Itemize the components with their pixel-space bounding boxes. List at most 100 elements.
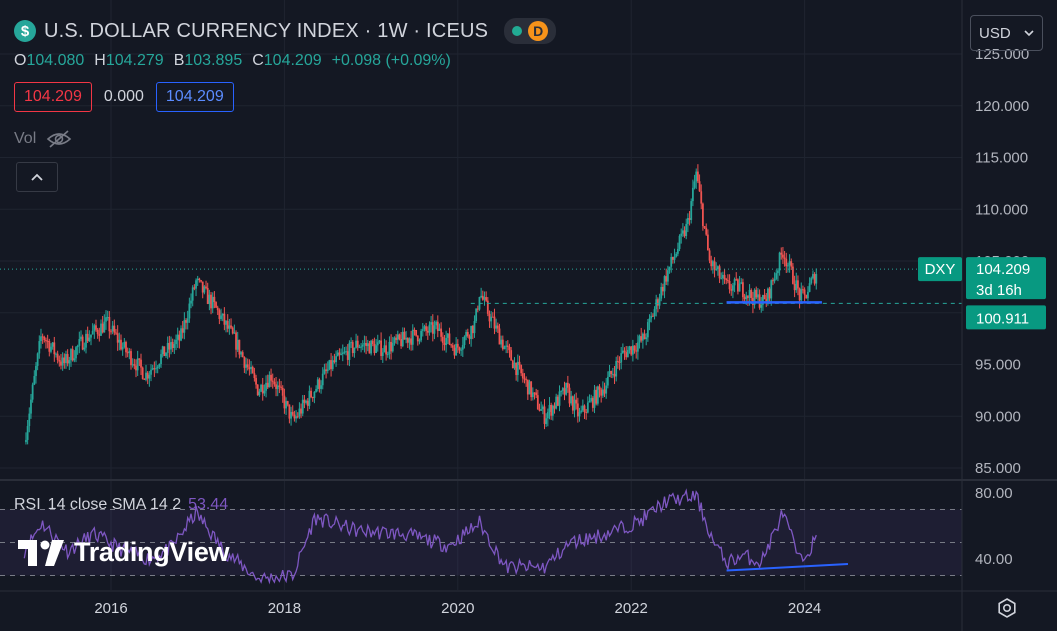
candle-body: [33, 375, 36, 385]
rsi-line: [23, 488, 817, 585]
candle-body: [406, 337, 409, 343]
collapse-legend-button[interactable]: [16, 162, 58, 192]
chart-settings-icon[interactable]: [996, 597, 1018, 619]
candle-body: [111, 325, 114, 332]
candle-body: [51, 342, 54, 347]
candle-body: [191, 287, 194, 301]
candle-body: [698, 181, 701, 192]
candle-body: [605, 385, 608, 394]
candle-body: [655, 299, 658, 310]
candle-body: [125, 341, 127, 353]
candle-body: [576, 403, 579, 417]
candle-body: [665, 276, 668, 282]
currency-select[interactable]: USD: [970, 15, 1043, 51]
candle-body: [320, 385, 322, 389]
candle-body: [762, 294, 764, 305]
candle-body: [351, 342, 354, 354]
candle-body: [128, 351, 131, 353]
candle-body: [686, 218, 689, 224]
candle-body: [291, 411, 294, 415]
candle-body: [563, 388, 566, 395]
candle-body: [53, 342, 56, 355]
candle-body: [613, 373, 616, 377]
candle-body: [173, 344, 176, 349]
candle-body: [90, 334, 92, 338]
candle-body: [176, 334, 179, 340]
candle-body: [296, 416, 299, 418]
candle-body: [608, 370, 611, 377]
candle-body: [772, 280, 774, 282]
candle-body: [783, 257, 786, 259]
candle-body: [325, 369, 327, 372]
candle-body: [66, 354, 69, 364]
candle-body: [183, 320, 186, 333]
candle-body: [633, 345, 636, 351]
candle-body: [46, 340, 49, 342]
candle-body: [246, 364, 249, 368]
rsi-tick-label: 80.00: [975, 485, 1013, 502]
candle-body: [253, 373, 256, 379]
candle-body: [86, 333, 89, 342]
candle-body: [421, 329, 424, 331]
candle-body: [668, 266, 671, 271]
symbol-tag: [918, 257, 962, 282]
candle-body: [181, 328, 184, 333]
candle-body: [171, 342, 174, 349]
candle-body: [188, 303, 191, 319]
candle-body: [461, 345, 464, 350]
candle-body: [710, 260, 713, 267]
candle-body: [631, 345, 634, 355]
eye-hidden-icon[interactable]: [46, 129, 72, 149]
candle-body: [538, 409, 541, 411]
candle-body: [41, 336, 44, 338]
candle-body: [520, 365, 523, 374]
candle-body: [388, 341, 391, 355]
time-tick-label: 2018: [268, 600, 301, 617]
candle-body: [248, 367, 251, 370]
candle-body: [273, 381, 276, 385]
sell-button[interactable]: 104.209: [14, 82, 92, 112]
candle-body: [638, 336, 641, 343]
candle-body: [165, 352, 167, 357]
candle-body: [430, 322, 433, 325]
candle-body: [598, 386, 601, 390]
candle-body: [516, 361, 519, 375]
candle-body: [742, 282, 744, 298]
candle-body: [418, 340, 421, 342]
close-label: C: [252, 52, 264, 69]
candle-body: [391, 342, 394, 352]
candle-body: [491, 316, 494, 318]
candle-body: [48, 341, 51, 352]
candle-body: [545, 418, 548, 424]
candle-body: [747, 295, 749, 298]
volume-legend: Vol: [14, 129, 72, 149]
price-tick-label: 90.000: [975, 408, 1021, 425]
candle-body: [101, 323, 104, 333]
candle-body: [423, 326, 426, 330]
candle-body: [386, 354, 389, 356]
candle-body: [688, 218, 691, 220]
candle-body: [676, 248, 679, 254]
candle-body: [661, 286, 664, 292]
market-status-pill[interactable]: D: [504, 18, 557, 44]
candle-body: [765, 299, 768, 304]
candle-body: [601, 389, 604, 396]
candle-body: [738, 283, 741, 292]
candle-body: [628, 346, 631, 350]
buy-button[interactable]: 104.209: [155, 82, 234, 112]
candle-body: [415, 330, 418, 336]
candle-body: [310, 390, 312, 398]
rsi-trendline[interactable]: [726, 562, 849, 572]
candle-body: [370, 340, 372, 354]
candle-body: [496, 325, 499, 329]
candle-body: [558, 391, 561, 406]
candle-body: [375, 345, 378, 353]
candle-body: [561, 388, 564, 391]
candle-body: [595, 389, 598, 404]
candle-body: [543, 406, 546, 424]
candle-body: [366, 343, 369, 347]
candle-body: [705, 227, 708, 235]
candle-body: [136, 358, 139, 371]
candle-body: [615, 360, 618, 377]
